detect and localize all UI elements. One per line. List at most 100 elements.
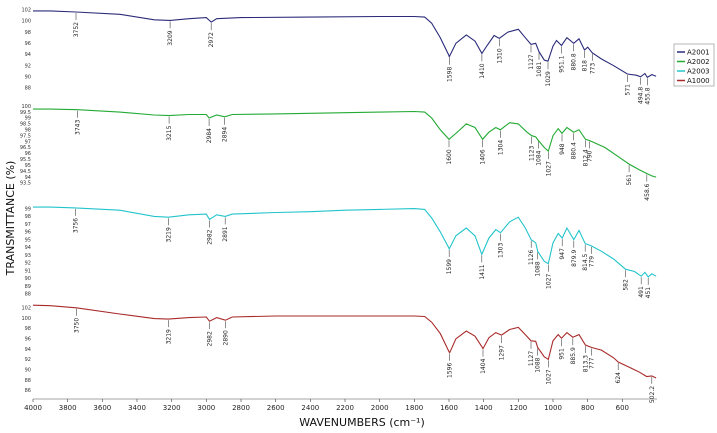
peak-label: 1123 (529, 146, 536, 161)
peak-label: 624 (615, 372, 622, 384)
series-line-A2002 (33, 108, 657, 178)
peak-label: 951.1 (559, 55, 566, 72)
panel-A2001: 102 100 98 96 94 92 90 88 3752 3209 2972 1598 1410 13… (21, 8, 657, 105)
x-tick-label: 1800 (405, 404, 423, 412)
y-tick-label: 96 (25, 41, 31, 47)
legend-label-A1000: A1000 (687, 77, 710, 85)
x-axis-title: WAVENUMBERS (cm⁻¹) (299, 416, 425, 429)
peak-label: 790 (586, 150, 593, 162)
peak-label: 1127 (528, 351, 535, 366)
y-axis-title: TRANSMITTANCE (%) (4, 161, 17, 277)
peak-label: 948 (559, 143, 566, 155)
peak-label: 1599 (446, 259, 453, 274)
y-tick-label: 96 (25, 336, 31, 342)
y-tick-label: 92 (25, 261, 31, 267)
peak-label: 2982 (207, 331, 214, 346)
y-tick-label: 90 (25, 276, 31, 282)
x-tick-label: 2600 (267, 404, 285, 412)
peak-label: 1303 (498, 243, 505, 258)
peak-label: 947 (559, 248, 566, 260)
x-tick-label: 2000 (371, 404, 389, 412)
peak-label: 451 (645, 287, 652, 299)
x-tick-label: 1000 (544, 404, 562, 412)
y-tick-label: 94 (25, 245, 31, 251)
x-tick-label: 3800 (59, 404, 77, 412)
peak-label: 818 (582, 60, 589, 72)
peak-label: 1598 (446, 67, 453, 82)
y-tick-label: 96 (25, 230, 31, 236)
peak-label: 3743 (75, 120, 82, 135)
peak-label: 3215 (166, 125, 173, 140)
y-tick-label: 102 (21, 8, 31, 14)
y-tick-label: 93.5 (20, 181, 31, 187)
peak-label: 491 (638, 286, 645, 298)
peak-label: 813.3 (582, 355, 589, 372)
y-tick-label: 99 (25, 206, 31, 212)
peak-label: 1596 (447, 363, 454, 378)
legend-label-A2003: A2003 (687, 68, 710, 76)
y-tick-label: 99 (25, 116, 31, 122)
x-tick-label: 2200 (336, 404, 354, 412)
y-tick-label: 88 (25, 378, 31, 384)
series-line-A2003 (33, 206, 657, 278)
y-tick-label: 100 (21, 19, 31, 25)
y-tick-label: 95 (25, 163, 31, 169)
x-tick-label: 3600 (93, 404, 111, 412)
x-tick-label: 4000 (24, 404, 42, 412)
peak-label: 1029 (545, 71, 552, 86)
peak-label: 571 (624, 84, 631, 96)
x-tick-label: 3400 (128, 404, 146, 412)
y-tick-label: 96 (25, 151, 31, 157)
x-tick-label: 3000 (197, 404, 215, 412)
y-tick-label: 100 (21, 104, 31, 110)
y-tick-label: 88 (25, 86, 31, 92)
peak-label: 458.6 (644, 183, 651, 200)
y-tick-label: 98 (25, 128, 31, 134)
peak-label: 777 (589, 357, 596, 369)
peak-label: 1410 (479, 63, 486, 78)
legend-label-A2001: A2001 (687, 49, 710, 57)
x-tick-label: 1200 (509, 404, 527, 412)
peak-label: 1088 (535, 357, 542, 372)
y-tick-label: 97 (25, 222, 31, 228)
peak-label: 1088 (535, 261, 542, 276)
y-tick-label: 94 (25, 52, 31, 58)
x-tick-label: 2800 (232, 404, 250, 412)
peak-label: 582 (623, 279, 630, 291)
peak-label: 502.2 (649, 386, 656, 403)
peak-label: 773 (589, 63, 596, 75)
peak-label: 3756 (72, 218, 79, 233)
peak-label: 561 (626, 174, 633, 186)
series-line-A2001 (33, 10, 657, 79)
peak-label: 2894 (222, 127, 229, 142)
y-tick-label: 98 (25, 30, 31, 36)
peak-label: 885.9 (570, 347, 577, 364)
peak-label: 1411 (479, 264, 486, 279)
peak-label: 1404 (480, 358, 487, 373)
peak-label: 1027 (545, 274, 552, 289)
x-tick-label: 800 (581, 404, 594, 412)
y-tick-label: 90 (25, 367, 31, 373)
y-tick-label: 90 (25, 75, 31, 81)
y-tick-label: 98 (25, 214, 31, 220)
peak-label: 812.4 (583, 149, 590, 166)
peak-label: 1310 (496, 48, 503, 63)
y-tick-label: 89 (25, 284, 31, 290)
peak-label: 455.8 (644, 87, 651, 104)
peak-label: 880.4 (571, 142, 578, 159)
legend-label-A2002: A2002 (687, 58, 710, 66)
peak-label: 2972 (208, 32, 215, 47)
peak-label: 2982 (207, 229, 214, 244)
y-tick-label: 99.5 (20, 110, 31, 116)
peak-label: 3752 (73, 22, 80, 37)
peak-label: 2890 (222, 330, 229, 345)
peak-label: 814.5 (582, 253, 589, 270)
y-tick-label: 97 (25, 139, 31, 145)
y-tick-label: 86 (25, 388, 31, 394)
x-tick-label: 1400 (475, 404, 493, 412)
y-tick-label: 100 (21, 316, 31, 322)
peak-label: 1027 (545, 369, 552, 384)
y-tick-label: 95.5 (20, 157, 31, 163)
